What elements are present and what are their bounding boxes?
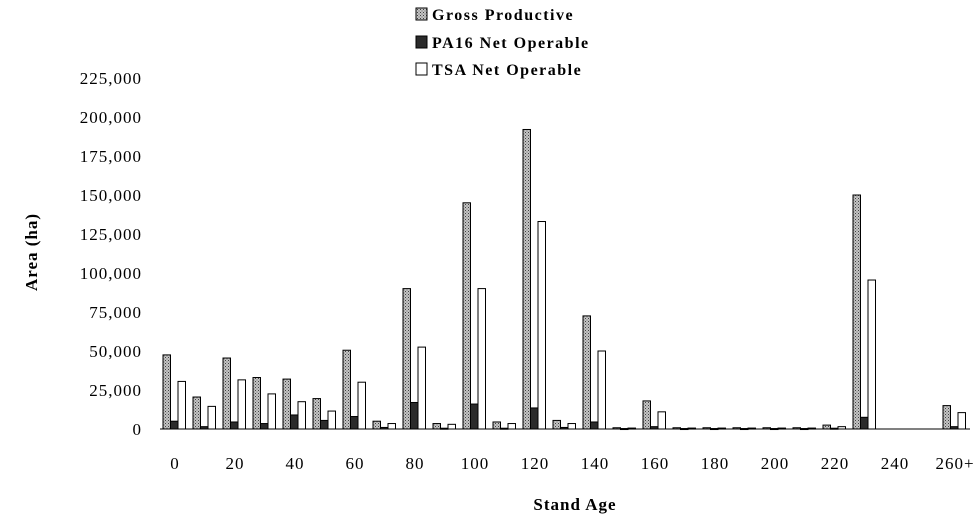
bar-gross-productive xyxy=(312,398,321,430)
y-axis-title: Area (ha) xyxy=(22,213,41,291)
y-tick-label: 25,000 xyxy=(89,381,142,400)
x-tick-label: 100 xyxy=(461,454,490,473)
bar-tsa-net-operable xyxy=(447,423,456,430)
x-tick-label: 80 xyxy=(406,454,425,473)
legend-swatch-gross-productive xyxy=(415,7,428,21)
x-tick-label: 0 xyxy=(170,454,180,473)
bar-tsa-net-operable xyxy=(267,393,276,430)
x-tick-label: 220 xyxy=(821,454,850,473)
y-axis-ticks: 0 25,000 50,000 75,000 100,000 125,000 150,000… xyxy=(80,69,143,439)
bar-gross-productive xyxy=(432,423,441,430)
legend-item-tsa-net-operable: TSA Net Operable xyxy=(415,62,582,79)
legend-swatch-tsa-net-operable xyxy=(415,62,428,76)
bar-pa16-net-operable xyxy=(230,421,239,430)
bar-tsa-net-operable xyxy=(657,411,666,430)
bar-pa16-net-operable xyxy=(590,421,599,430)
x-axis-ticks: 0 20 40 60 80 100 120 140 160 180 200 220 240 260+ xyxy=(170,454,974,473)
bar-tsa-net-operable xyxy=(567,423,576,430)
legend-label-tsa-net-operable: TSA Net Operable xyxy=(432,62,582,79)
bar-gross-productive xyxy=(492,421,501,430)
bar-gross-productive xyxy=(852,194,861,430)
y-tick-label: 125,000 xyxy=(80,225,142,244)
bar-gross-productive xyxy=(282,378,291,430)
x-tick-label: 20 xyxy=(226,454,245,473)
bar-gross-productive xyxy=(402,288,411,430)
x-tick-label: 200 xyxy=(761,454,790,473)
x-tick-label: 60 xyxy=(346,454,365,473)
bar-tsa-net-operable xyxy=(177,380,186,430)
bar-tsa-net-operable xyxy=(327,410,336,430)
bar-tsa-net-operable xyxy=(357,381,366,430)
bar-tsa-net-operable xyxy=(477,288,486,430)
bar-pa16-net-operable xyxy=(410,401,419,430)
bar-gross-productive xyxy=(942,405,951,430)
bar-tsa-net-operable xyxy=(237,379,246,430)
legend-swatch-pa16-net-operable xyxy=(415,35,428,49)
bar-gross-productive xyxy=(582,315,591,430)
y-tick-label: 150,000 xyxy=(80,186,142,205)
bars xyxy=(162,128,966,431)
bar-tsa-net-operable xyxy=(417,346,426,430)
x-tick-label: 160 xyxy=(641,454,670,473)
x-tick-label: 140 xyxy=(581,454,610,473)
bar-gross-productive xyxy=(252,377,261,430)
x-tick-label: 240 xyxy=(881,454,910,473)
x-tick-label: 180 xyxy=(701,454,730,473)
bar-pa16-net-operable xyxy=(290,414,299,430)
bar-gross-productive xyxy=(552,419,561,430)
x-tick-label: 120 xyxy=(521,454,550,473)
bar-gross-productive xyxy=(222,357,231,430)
bar-pa16-net-operable xyxy=(350,416,359,430)
y-tick-label: 50,000 xyxy=(89,342,142,361)
bar-gross-productive xyxy=(522,128,531,430)
x-axis-title: Stand Age xyxy=(533,495,616,514)
bar-tsa-net-operable xyxy=(387,423,396,430)
bar-tsa-net-operable xyxy=(597,350,606,430)
bar-gross-productive xyxy=(822,424,831,430)
y-tick-label: 100,000 xyxy=(80,264,142,283)
bar-gross-productive xyxy=(342,349,351,430)
bar-tsa-net-operable xyxy=(207,405,216,430)
legend-label-pa16-net-operable: PA16 Net Operable xyxy=(432,35,590,52)
bar-gross-productive xyxy=(192,396,201,430)
y-tick-label: 0 xyxy=(133,420,143,439)
bar-gross-productive xyxy=(462,202,471,430)
bar-tsa-net-operable xyxy=(297,401,306,430)
y-tick-label: 225,000 xyxy=(80,69,142,88)
bar-pa16-net-operable xyxy=(260,423,269,430)
bar-pa16-net-operable xyxy=(170,420,179,430)
bar-gross-productive xyxy=(372,420,381,430)
y-tick-label: 75,000 xyxy=(89,303,142,322)
bar-tsa-net-operable xyxy=(507,423,516,430)
x-tick-label: 40 xyxy=(286,454,305,473)
legend-label-gross-productive: Gross Productive xyxy=(432,7,574,24)
bar-tsa-net-operable xyxy=(867,279,876,430)
legend-item-pa16-net-operable: PA16 Net Operable xyxy=(415,35,590,52)
bar-pa16-net-operable xyxy=(470,403,479,430)
x-tick-label: 260+ xyxy=(935,454,974,473)
bar-pa16-net-operable xyxy=(860,416,869,430)
y-tick-label: 200,000 xyxy=(80,108,142,127)
bar-tsa-net-operable xyxy=(957,412,966,430)
bar-gross-productive xyxy=(642,400,651,430)
legend-item-gross-productive: Gross Productive xyxy=(415,7,574,24)
bar-pa16-net-operable xyxy=(320,419,329,430)
legend: Gross Productive PA16 Net Operable TSA N… xyxy=(415,7,590,79)
bar-pa16-net-operable xyxy=(530,407,539,430)
y-tick-label: 175,000 xyxy=(80,147,142,166)
bar-gross-productive xyxy=(162,354,171,430)
bar-tsa-net-operable xyxy=(537,221,546,430)
